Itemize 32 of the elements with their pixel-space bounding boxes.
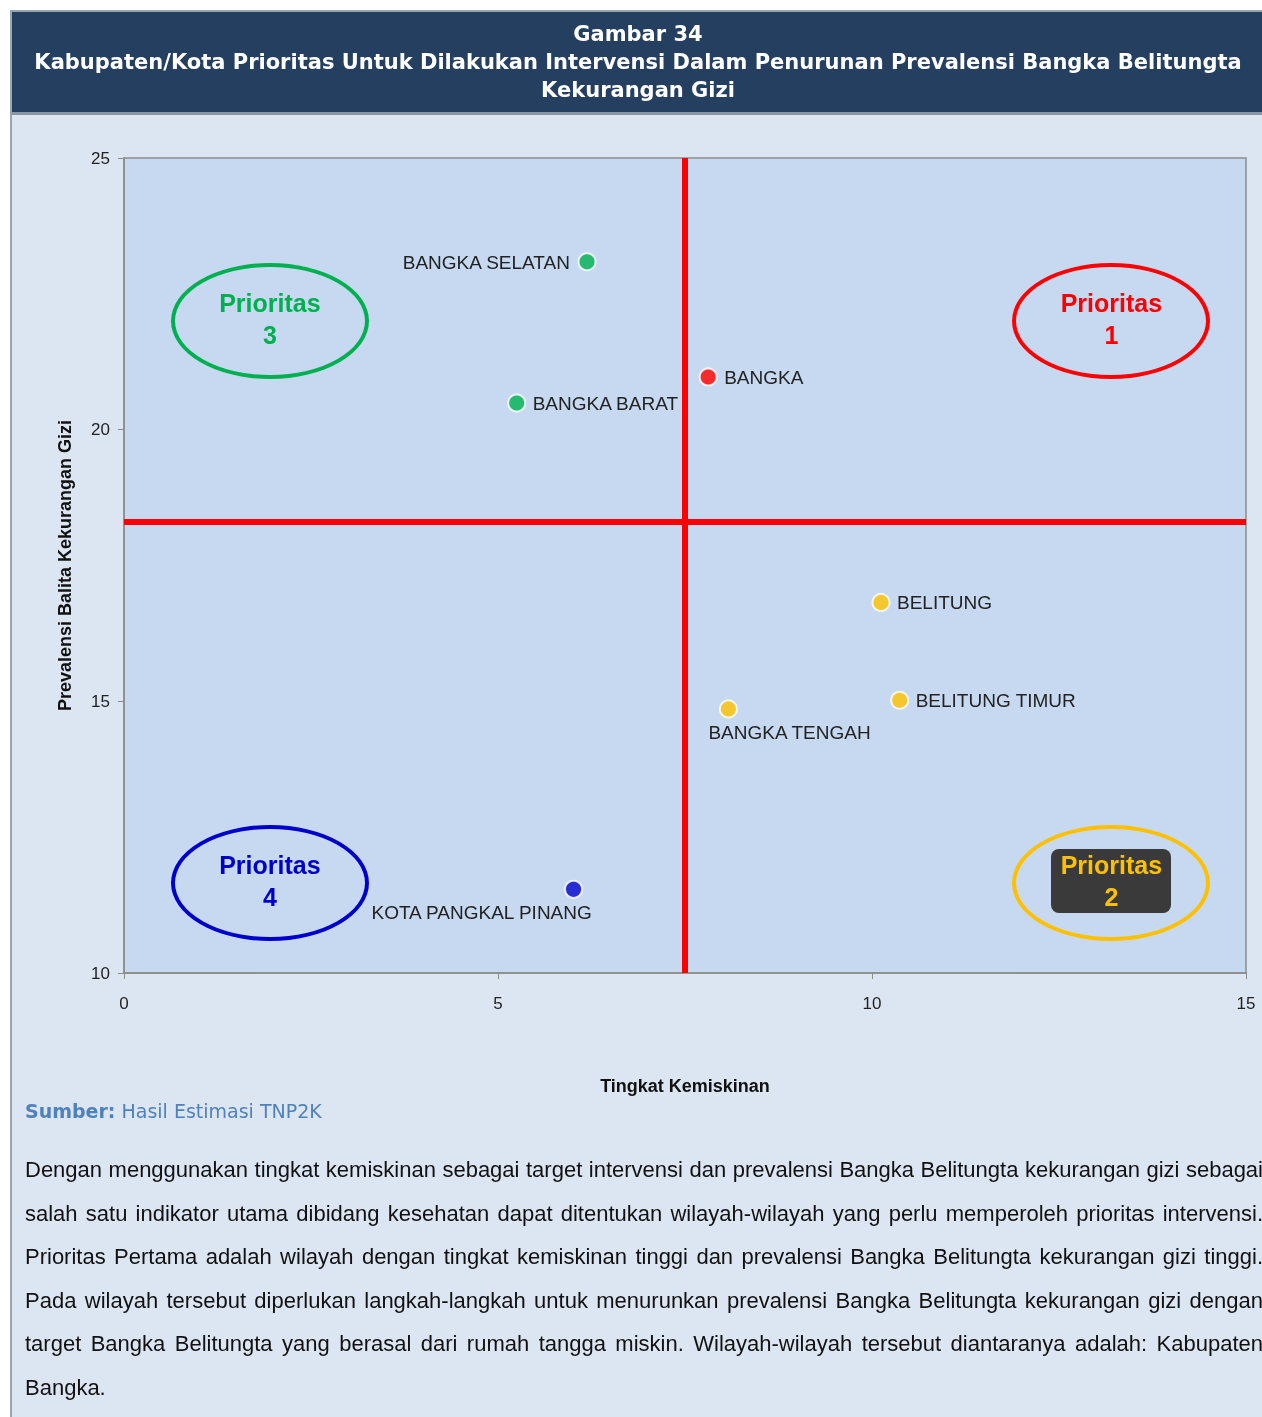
- point: [577, 252, 597, 272]
- text: Prioritas 3: [218, 288, 322, 351]
- point: [698, 367, 718, 387]
- text: Prioritas 2: [1051, 849, 1172, 914]
- x-tick-label: 5: [493, 994, 503, 1013]
- y-tick-label: 20: [91, 420, 110, 440]
- annotation: BELITUNG: [896, 592, 993, 614]
- y-axis-title: Prevalensi Balita Kekurangan Gizi: [55, 419, 75, 712]
- y-tick-label: 25: [91, 148, 110, 168]
- point: [507, 393, 527, 413]
- x-tick-label: 15: [1236, 994, 1256, 1013]
- annotation: BANGKA BARAT: [532, 393, 679, 415]
- point: [718, 699, 738, 719]
- text: Prioritas 4: [218, 850, 322, 914]
- chart-subtitle: Kabupaten/Kota Prioritas Untuk Dilakukan Intervensi Dalam Penurunan Prevalensi Bangka Belitungta Kekurangan Gizi: [33, 49, 1243, 104]
- annotation: BANGKA TENGAH: [708, 721, 871, 743]
- annotation: BANGKA SELATAN: [402, 251, 570, 273]
- point: [871, 592, 891, 612]
- text: Prioritas 1: [1059, 288, 1164, 351]
- y-tick-label: 15: [91, 691, 110, 711]
- x-tick-label: 10: [862, 994, 882, 1013]
- y-tick-label: 10: [91, 963, 110, 983]
- chart-title: Gambar 34: [572, 21, 704, 48]
- point: [890, 690, 910, 710]
- annotation: KOTA PANGKAL PINANG: [371, 902, 592, 924]
- annotation: BANGKA: [724, 366, 804, 388]
- point: [564, 879, 584, 899]
- x-axis-title: Tingkat Kemiskinan: [600, 1076, 770, 1096]
- text: Dengan menggunakan tingkat kemiskinan sebagai target intervensi dan prevalensi Bangka Belitungta kekurangan gizi sebagai salah satu indikator utama dibidang kesehatan dapat ditentukan wilayah-wilayah yang perlu memperoleh prioritas intervensi. Prioritas Pertama adalah wilayah dengan tingkat kemiskinan tinggi dan prevalensi Bangka Belitungta kekurangan gizi tinggi. Pada wilayah tersebut diperlukan langkah-langkah untuk menurunkan prevalensi Bangka Belitungta kekurangan gizi dengan target Bangka Belitungta yang berasal dari rumah tangga miskin. Wilayah-wilayah tersebut diantaranya adalah: Kabupaten Bangka.: [25, 1156, 1262, 1402]
- text: Sumber: Hasil Estimasi TNP2K: [25, 1100, 323, 1122]
- x-tick-label: 0: [119, 994, 129, 1013]
- annotation: BELITUNG TIMUR: [915, 690, 1076, 712]
